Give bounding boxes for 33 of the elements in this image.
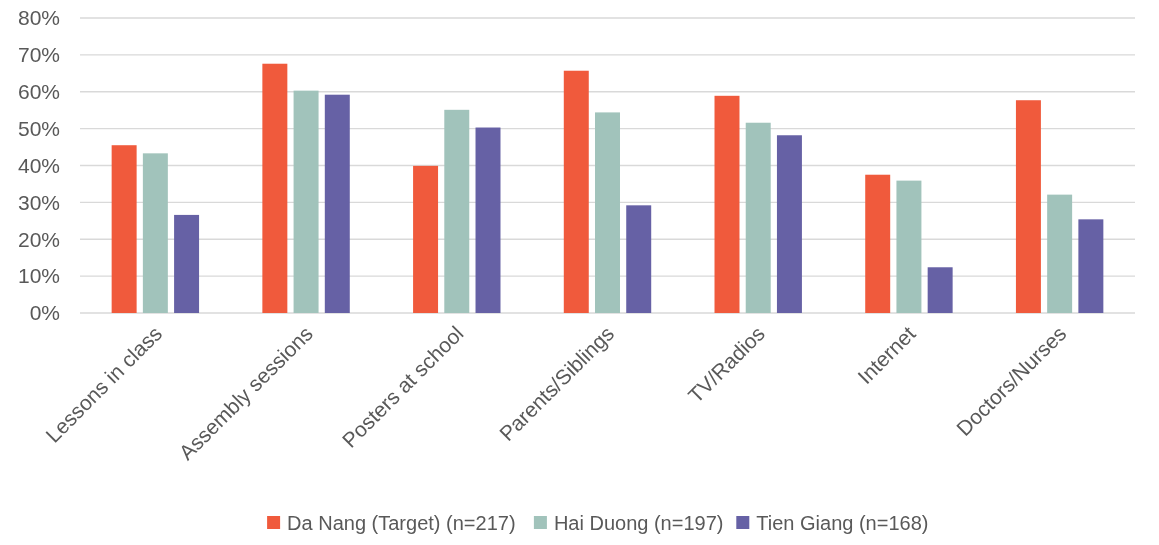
y-tick-label: 20%: [17, 227, 60, 251]
legend-label: Hai Duong (n=197): [553, 512, 724, 534]
bar: [111, 145, 137, 313]
bar: [1078, 219, 1104, 313]
bar: [413, 165, 439, 313]
y-tick-label: 0%: [29, 301, 60, 325]
bar: [142, 153, 168, 313]
bar: [776, 135, 802, 313]
bar: [896, 180, 922, 313]
bar: [626, 205, 652, 313]
bar: [293, 90, 319, 313]
bar: [595, 112, 620, 313]
bar: [927, 267, 953, 313]
y-tick-label: 50%: [17, 116, 60, 140]
bar: [475, 127, 501, 313]
bar: [1047, 194, 1073, 313]
y-tick-label: 80%: [17, 6, 60, 30]
bar: [324, 94, 350, 313]
legend-label: Tien Giang (n=168): [756, 512, 929, 534]
bar: [865, 174, 891, 313]
legend-label: Da Nang (Target) (n=217): [287, 512, 516, 534]
bar: [563, 70, 589, 313]
y-tick-label: 30%: [17, 190, 60, 214]
bar: [262, 63, 288, 313]
bar: [714, 95, 740, 313]
y-tick-label: 70%: [17, 43, 60, 67]
y-tick-label: 40%: [17, 153, 60, 177]
bar: [444, 109, 470, 313]
bar: [1015, 100, 1041, 313]
bar: [745, 122, 771, 313]
bar: [174, 214, 200, 313]
y-tick-label: 10%: [17, 264, 60, 288]
y-tick-label: 60%: [17, 80, 60, 104]
